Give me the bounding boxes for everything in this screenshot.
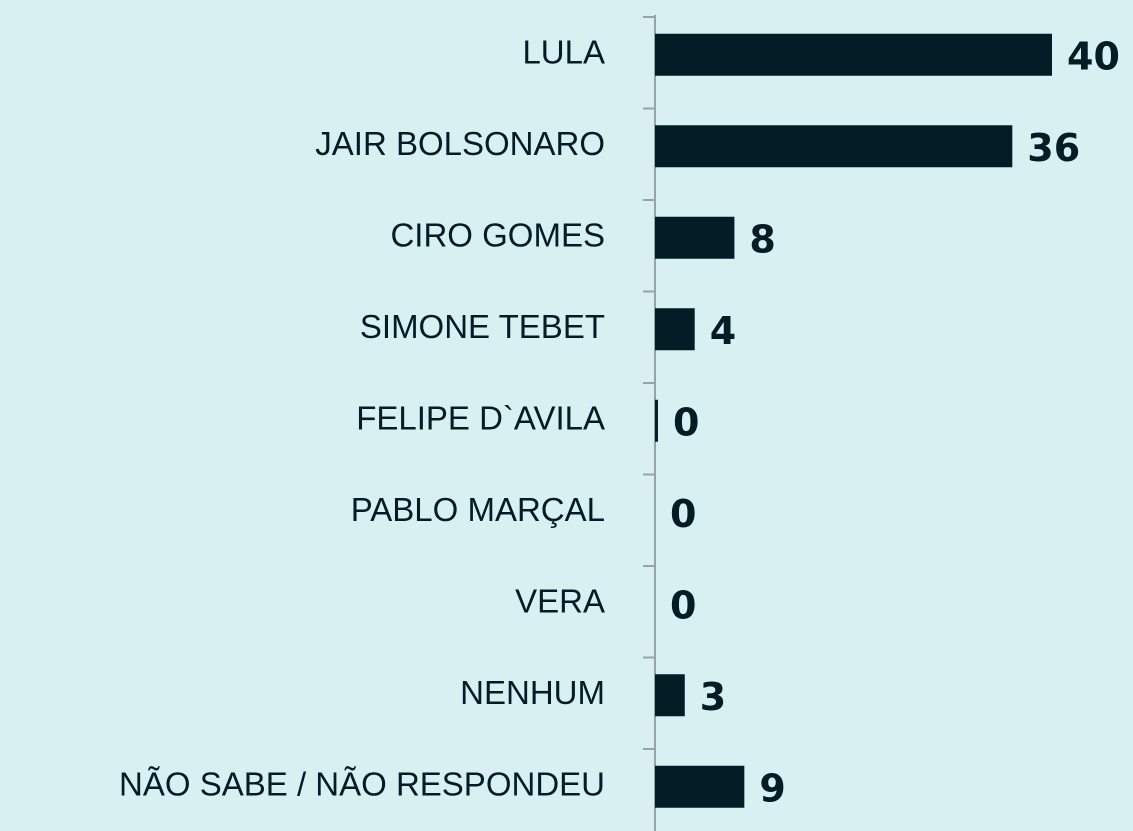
category-label: PABLO MARÇAL — [351, 491, 605, 528]
value-label: 0 — [673, 400, 699, 444]
value-label: 9 — [759, 766, 785, 810]
bar — [655, 125, 1013, 168]
value-label: 8 — [749, 217, 775, 261]
value-label: 0 — [670, 492, 696, 536]
bar — [655, 216, 735, 259]
category-label: JAIR BOLSONARO — [315, 125, 605, 162]
value-label: 0 — [670, 583, 696, 627]
bar — [655, 33, 1052, 76]
bar — [655, 399, 658, 442]
bar — [655, 674, 685, 717]
category-label: CIRO GOMES — [390, 216, 605, 253]
category-label: LULA — [522, 33, 605, 70]
category-label: NÃO SABE / NÃO RESPONDEU — [119, 765, 605, 802]
bar — [655, 765, 745, 808]
value-label: 4 — [710, 309, 736, 353]
value-label: 36 — [1027, 126, 1080, 170]
category-label: VERA — [515, 582, 605, 619]
bar — [655, 308, 695, 351]
category-label: SIMONE TEBET — [360, 308, 605, 345]
value-label: 3 — [700, 675, 726, 719]
value-label: 40 — [1067, 34, 1120, 78]
category-label: FELIPE D`AVILA — [356, 399, 605, 436]
category-label: NENHUM — [460, 674, 605, 711]
